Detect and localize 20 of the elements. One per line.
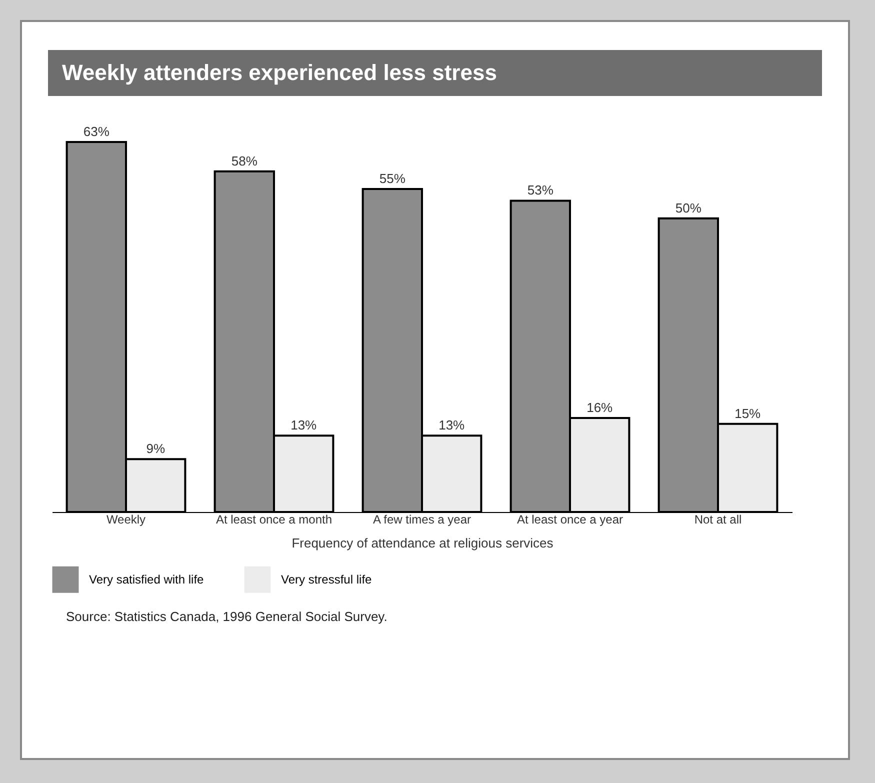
x-axis-title: Frequency of attendance at religious services: [292, 536, 554, 550]
x-tick-label: Not at all: [694, 512, 742, 526]
data-label: 13%: [438, 418, 466, 433]
data-label: 16%: [586, 400, 614, 416]
chart-title: Weekly attenders experienced less stress: [48, 50, 822, 96]
data-label: 15%: [734, 406, 762, 421]
data-label: 13%: [290, 418, 318, 433]
data-label: 55%: [379, 170, 406, 186]
data-label: 63%: [83, 124, 110, 139]
x-tick-label: Weekly: [106, 512, 146, 526]
x-tick-label: At least once a year: [516, 512, 624, 526]
x-tick-label: A few times a year: [372, 512, 472, 526]
data-label: 58%: [231, 153, 258, 168]
legend-label: Very satisfied with life: [89, 572, 204, 587]
x-tick-label: At least once a month: [216, 512, 332, 526]
legend-label: Very stressful life: [281, 572, 372, 587]
data-label: 50%: [675, 200, 702, 216]
source-note: Source: Statistics Canada, 1996 General Social Survey.: [66, 609, 388, 624]
data-label: 53%: [527, 182, 554, 198]
data-label: 9%: [146, 441, 166, 456]
